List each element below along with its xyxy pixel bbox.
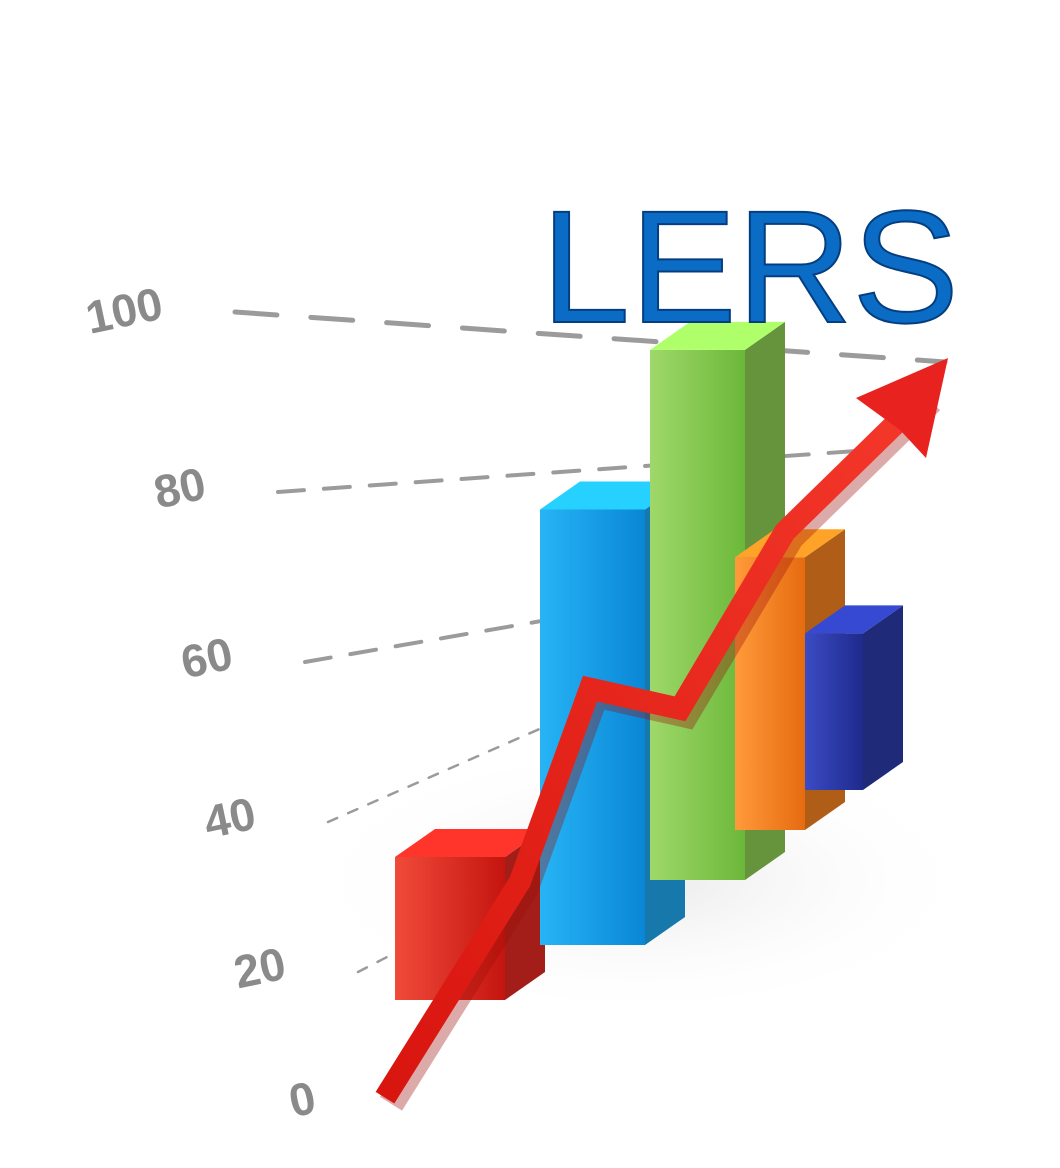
- gridline-60: [303, 588, 722, 664]
- trend-arrow-line: [375, 387, 933, 1104]
- bar-5-front: [805, 633, 863, 790]
- bar-1-top: [395, 829, 545, 857]
- gridline-100: [232, 309, 948, 365]
- trend-arrowhead: [856, 358, 948, 458]
- y-tick-label-40: 40: [199, 787, 260, 849]
- bar-5-side: [863, 605, 903, 790]
- y-tick-label-0: 0: [284, 1071, 320, 1127]
- bar-3-top: [650, 321, 785, 350]
- gridline-80: [276, 448, 872, 494]
- bar-2-front: [540, 509, 645, 945]
- y-tick-label-80: 80: [149, 457, 210, 519]
- y-tick-label-60: 60: [176, 627, 237, 689]
- y-tick-label-20: 20: [229, 937, 290, 999]
- bar-5-top: [805, 605, 903, 634]
- bar-2-top: [540, 481, 685, 510]
- bar-5: [805, 605, 903, 790]
- chart-title: LERS: [541, 177, 959, 356]
- y-tick-label-100: 100: [81, 277, 167, 344]
